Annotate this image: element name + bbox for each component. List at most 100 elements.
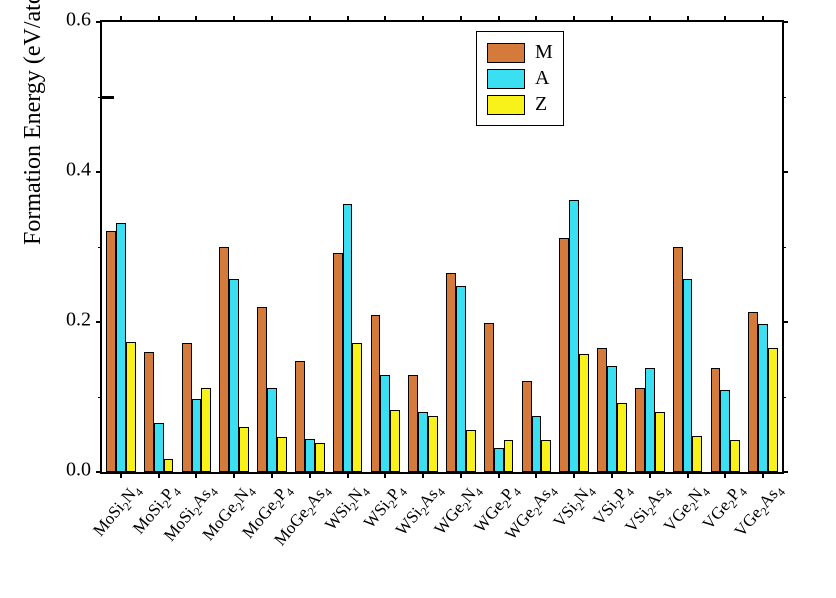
x-tick: [498, 16, 500, 22]
x-tick: [347, 16, 349, 22]
bar-a: [343, 204, 353, 473]
bar-z: [239, 427, 249, 472]
y-tick: [96, 171, 102, 173]
bar-a: [229, 279, 239, 472]
bar-a: [494, 448, 504, 472]
y-tick-label: 0.6: [66, 9, 91, 32]
legend-swatch-m: [487, 43, 525, 63]
x-tick: [309, 472, 311, 478]
x-tick: [687, 16, 689, 22]
bar-m: [257, 307, 267, 472]
y-tick-minor: [98, 397, 102, 398]
bar-m: [522, 381, 532, 472]
x-tick: [158, 16, 160, 22]
chart-frame: M A Z: [100, 20, 784, 474]
x-tick: [195, 472, 197, 478]
legend-label-m: M: [535, 41, 553, 64]
bar-a: [607, 366, 617, 473]
x-tick: [649, 472, 651, 478]
bar-z: [277, 437, 287, 472]
bar-m: [748, 312, 758, 472]
bar-m: [446, 273, 456, 473]
bar-z: [730, 440, 740, 472]
y-tick-minor: [782, 247, 786, 248]
x-tick: [422, 472, 424, 478]
y-tick: [782, 21, 788, 23]
bar-z: [164, 459, 174, 473]
x-tick: [724, 16, 726, 22]
bar-a: [645, 368, 655, 472]
bar-a: [380, 375, 390, 472]
bar-m: [597, 348, 607, 472]
bar-m: [106, 231, 116, 473]
bar-m: [333, 253, 343, 472]
bar-a: [192, 399, 202, 472]
legend-item-a: A: [487, 67, 553, 90]
x-tick: [233, 472, 235, 478]
x-tick: [573, 472, 575, 478]
bar-m: [182, 343, 192, 472]
bar-z: [617, 403, 627, 472]
bar-a: [305, 439, 315, 472]
x-tick: [460, 472, 462, 478]
x-tick: [347, 472, 349, 478]
bar-m: [711, 368, 721, 472]
bar-z: [315, 443, 325, 472]
bar-z: [655, 412, 665, 472]
y-tick-minor: [782, 397, 786, 398]
legend-item-z: Z: [487, 93, 553, 116]
bar-z: [466, 430, 476, 472]
y-tick-minor: [782, 97, 786, 98]
bar-z: [541, 440, 551, 472]
x-tick: [120, 472, 122, 478]
bar-z: [390, 410, 400, 472]
x-tick: [573, 16, 575, 22]
bar-m: [635, 388, 645, 472]
bar-m: [559, 238, 569, 472]
x-tick: [309, 16, 311, 22]
bar-m: [144, 352, 154, 472]
bar-a: [569, 200, 579, 472]
y-tick: [782, 321, 788, 323]
bar-z: [504, 440, 514, 472]
x-tick: [535, 472, 537, 478]
bar-z: [352, 343, 362, 472]
legend-label-z: Z: [535, 93, 547, 116]
y-tick: [96, 21, 102, 23]
y-tick: [782, 171, 788, 173]
bar-a: [154, 423, 164, 472]
bar-m: [371, 315, 381, 472]
x-tick: [498, 472, 500, 478]
bar-z: [692, 436, 702, 472]
bar-z: [201, 388, 211, 472]
bar-m: [295, 361, 305, 472]
x-tick: [460, 16, 462, 22]
bar-z: [126, 342, 136, 472]
x-tick: [120, 16, 122, 22]
x-tick: [271, 472, 273, 478]
axis-break-mark: [102, 96, 114, 99]
y-tick-minor: [98, 247, 102, 248]
plot-area: [102, 22, 782, 472]
x-tick: [384, 472, 386, 478]
bar-z: [579, 354, 589, 473]
x-tick: [611, 16, 613, 22]
bar-a: [418, 412, 428, 472]
bar-a: [456, 286, 466, 472]
x-tick: [762, 16, 764, 22]
bar-a: [758, 324, 768, 473]
bar-m: [408, 375, 418, 472]
y-tick: [96, 471, 102, 473]
bar-z: [428, 416, 438, 472]
bar-a: [720, 390, 730, 473]
bar-a: [116, 223, 126, 472]
x-tick: [422, 16, 424, 22]
y-tick-label: 0.4: [66, 159, 91, 182]
x-tick: [762, 472, 764, 478]
x-tick: [158, 472, 160, 478]
x-tick: [384, 16, 386, 22]
x-tick: [271, 16, 273, 22]
y-tick: [782, 471, 788, 473]
y-axis-label: Formation Energy (eV/atom): [20, 0, 47, 245]
y-tick-label: 0.0: [66, 459, 91, 482]
